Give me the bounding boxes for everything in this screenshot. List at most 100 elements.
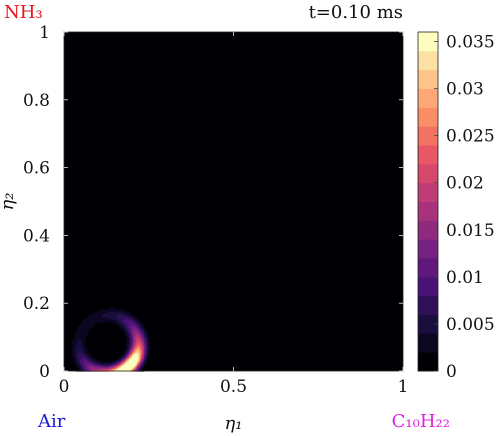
heatmap-cell bbox=[119, 316, 122, 319]
heatmap-cell bbox=[133, 324, 136, 327]
heatmap-cell bbox=[88, 316, 91, 319]
heatmap-cell bbox=[91, 318, 94, 321]
heatmap-cell bbox=[74, 361, 77, 364]
heatmap-cell bbox=[133, 362, 136, 365]
heatmap-cell bbox=[76, 365, 79, 368]
heatmap-cell bbox=[139, 323, 142, 326]
heatmap-cell bbox=[84, 358, 87, 361]
heatmap-cell bbox=[95, 318, 98, 321]
heatmap-cell bbox=[150, 341, 153, 344]
heatmap-cell bbox=[127, 352, 130, 354]
heatmap-cell bbox=[115, 312, 118, 315]
heatmap-cell bbox=[137, 337, 140, 340]
heatmap-cell bbox=[70, 356, 73, 359]
heatmap-cell bbox=[78, 327, 81, 330]
colorbar-frame bbox=[417, 31, 439, 372]
heatmap-cell bbox=[112, 319, 115, 322]
heatmap-cell bbox=[107, 323, 110, 326]
heatmap-cell bbox=[80, 334, 83, 337]
heatmap-cell bbox=[144, 347, 146, 350]
heatmap-cell bbox=[115, 364, 118, 367]
heatmap-cell bbox=[134, 366, 137, 369]
heatmap-cell bbox=[80, 320, 83, 323]
heatmap-cell bbox=[91, 368, 94, 371]
heatmap-cell bbox=[97, 360, 100, 363]
heatmap-cell bbox=[72, 353, 75, 356]
heatmap-cell bbox=[82, 342, 85, 345]
heatmap-cell bbox=[145, 357, 148, 360]
heatmap-cell bbox=[135, 347, 138, 350]
heatmap-cell bbox=[129, 354, 132, 357]
heatmap-cell bbox=[130, 330, 133, 333]
heatmap-cell bbox=[116, 323, 119, 326]
heatmap-cell bbox=[118, 366, 121, 369]
heatmap-cell bbox=[138, 342, 141, 345]
heatmap-cell bbox=[127, 362, 130, 365]
heatmap-cell bbox=[96, 309, 99, 312]
heatmap-cell bbox=[106, 314, 108, 317]
heatmap-cell bbox=[111, 318, 114, 321]
heatmap-cell bbox=[93, 316, 96, 319]
heatmap-cell bbox=[78, 368, 81, 371]
heatmap-cell bbox=[91, 352, 94, 354]
heatmap-cell bbox=[92, 312, 95, 315]
heatmap-cell bbox=[85, 366, 88, 369]
heatmap-cell bbox=[129, 319, 132, 322]
heatmap-cell bbox=[130, 356, 133, 359]
x-tick-label: 0 bbox=[59, 377, 70, 397]
heatmap-cell bbox=[123, 335, 126, 338]
x-tick-label: 1 bbox=[398, 377, 409, 397]
heatmap-cell bbox=[135, 331, 138, 334]
heatmap-cell bbox=[138, 354, 141, 357]
heatmap-cell bbox=[91, 361, 94, 364]
heatmap-cell bbox=[134, 323, 137, 326]
heatmap-cell bbox=[134, 356, 137, 359]
heatmap-cell bbox=[126, 356, 129, 359]
heatmap-cell bbox=[142, 328, 145, 331]
heatmap-cell bbox=[134, 368, 137, 371]
heatmap-cell bbox=[111, 361, 114, 364]
heatmap-cell bbox=[130, 349, 133, 352]
heatmap-cell bbox=[78, 365, 81, 368]
heatmap-cell bbox=[78, 343, 81, 346]
heatmap-cell bbox=[125, 357, 127, 360]
heatmap-cell bbox=[70, 339, 73, 342]
heatmap-cell bbox=[135, 362, 138, 365]
heatmap-cell bbox=[88, 320, 91, 323]
heatmap-cell bbox=[87, 328, 90, 331]
heatmap-cell bbox=[144, 333, 146, 335]
heatmap-cell bbox=[107, 318, 110, 321]
heatmap-cell bbox=[73, 339, 76, 342]
heatmap-cell bbox=[125, 347, 127, 350]
heatmap-cell bbox=[120, 318, 123, 321]
heatmap-cell bbox=[118, 327, 121, 330]
heatmap-cell bbox=[104, 316, 107, 319]
heatmap-cell bbox=[119, 320, 122, 323]
heatmap-cell bbox=[137, 319, 140, 322]
heatmap-cell bbox=[92, 318, 95, 321]
heatmap-cell bbox=[96, 311, 99, 314]
heatmap-cell bbox=[130, 368, 133, 371]
heatmap-cell bbox=[72, 357, 75, 360]
heatmap-cell bbox=[99, 307, 102, 310]
heatmap-cell bbox=[130, 327, 133, 330]
heatmap-cell bbox=[127, 346, 130, 349]
heatmap-cell bbox=[89, 333, 92, 335]
heatmap-cell bbox=[73, 328, 76, 331]
heatmap-cell bbox=[80, 337, 83, 340]
heatmap-cell bbox=[78, 337, 81, 340]
heatmap-cell bbox=[141, 331, 144, 334]
heatmap-cell bbox=[77, 362, 80, 365]
heatmap-cell bbox=[133, 343, 136, 346]
heatmap-cell bbox=[135, 319, 138, 322]
colorbar-band bbox=[418, 107, 438, 127]
heatmap-cell bbox=[146, 333, 149, 335]
heatmap-cell bbox=[138, 324, 141, 327]
heatmap-cell bbox=[142, 361, 145, 364]
heatmap-cell bbox=[74, 330, 77, 333]
heatmap-cell bbox=[106, 309, 108, 312]
heatmap-cell bbox=[88, 328, 91, 331]
heatmap-cell bbox=[141, 343, 144, 346]
heatmap-cell bbox=[125, 314, 127, 317]
heatmap-cell bbox=[126, 311, 129, 314]
